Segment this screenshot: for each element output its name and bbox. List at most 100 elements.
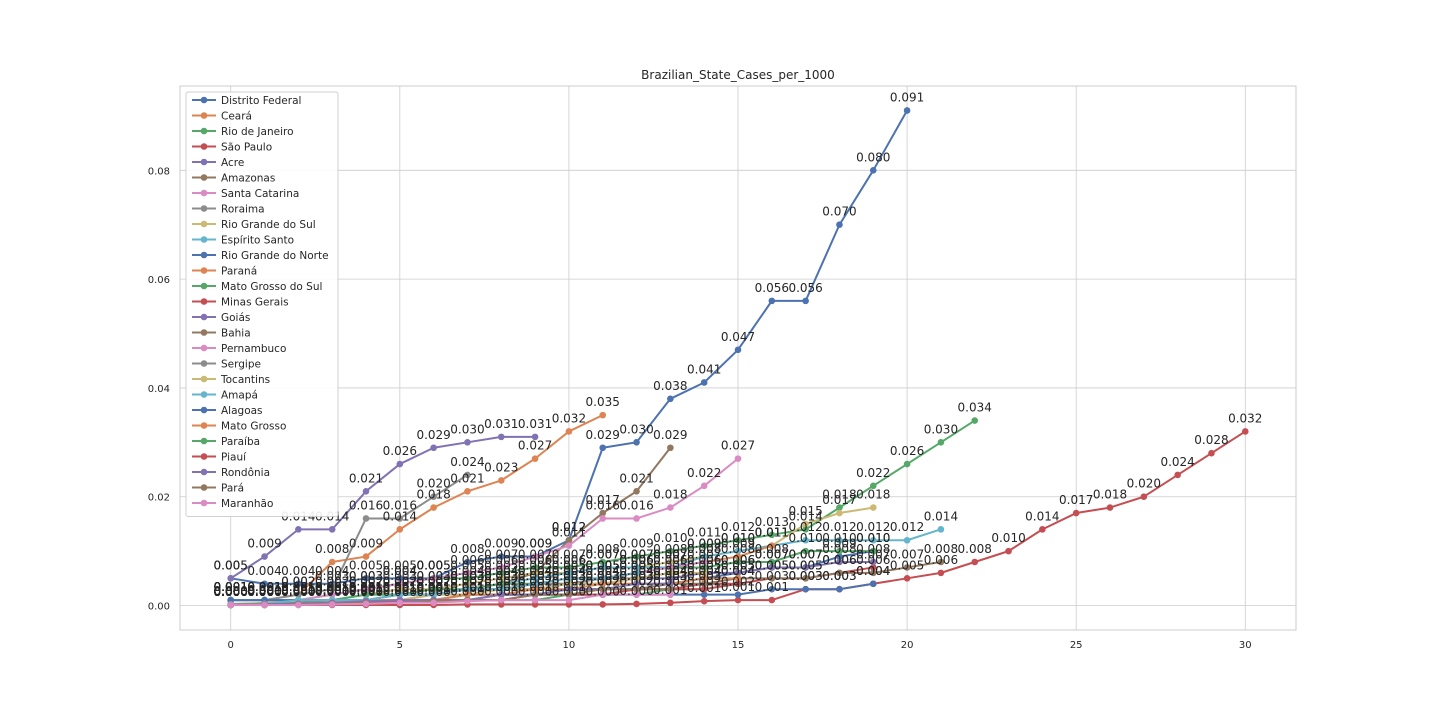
data-label: 0.007 [552, 547, 586, 561]
data-point [802, 585, 809, 593]
data-label: 0.000 [214, 585, 248, 599]
data-point [497, 591, 505, 598]
data-label: 0.002 [281, 575, 315, 589]
legend-swatch-marker [200, 298, 208, 305]
data-label: 0.000 [247, 585, 281, 599]
data-label: 0.006 [619, 553, 653, 567]
data-point [328, 526, 336, 533]
data-label: 0.008 [450, 542, 484, 556]
data-label: 0.008 [924, 542, 958, 556]
data-label: 0.002 [450, 575, 484, 589]
data-label: 0.003 [416, 569, 450, 583]
data-point [633, 585, 640, 593]
data-label: 0.022 [856, 466, 890, 480]
data-label: 0.006 [619, 553, 653, 567]
data-label: 0.007 [653, 547, 687, 561]
data-point [599, 591, 607, 598]
data-label: 0.000 [214, 585, 248, 599]
data-label: 0.004 [383, 564, 417, 578]
data-label: 0.001 [721, 580, 755, 594]
data-point [869, 167, 877, 174]
legend-swatch-marker [200, 360, 208, 367]
series-line [230, 435, 536, 580]
data-label: 0.001 [552, 580, 586, 594]
data-label: 0.001 [383, 580, 417, 594]
data-label: 0.002 [450, 575, 484, 589]
data-label: 0.002 [518, 575, 552, 589]
data-label: 0.001 [247, 580, 281, 594]
data-label: 0.001 [315, 580, 349, 594]
legend-item: Rondônia [192, 467, 270, 479]
data-label: 0.002 [416, 575, 450, 589]
data-point [396, 585, 404, 593]
data-label: 0.003 [586, 569, 620, 583]
data-point [464, 591, 471, 598]
legend-item: Pará [192, 483, 244, 495]
data-point [430, 585, 437, 593]
data-label: 0.003 [518, 569, 552, 583]
data-label: 0.002 [653, 575, 687, 589]
legend-item: Paraíba [192, 436, 260, 448]
legend-swatch-marker [200, 329, 208, 336]
data-label: 0.006 [856, 553, 890, 567]
data-label: 0.001 [349, 580, 383, 594]
data-label: 0.001 [315, 583, 349, 597]
data-point [700, 558, 708, 566]
data-label: 0.003 [653, 569, 687, 583]
data-point [903, 460, 911, 468]
data-label: 0.001 [349, 581, 383, 595]
data-label: 0.004 [653, 564, 687, 578]
data-label: 0.004 [687, 564, 721, 578]
legend-label: Goiás [221, 312, 250, 324]
data-label: 0.003 [518, 569, 552, 583]
data-label: 0.021 [619, 471, 653, 485]
data-label: 0.010 [788, 531, 822, 545]
legend-label: Bahia [221, 328, 251, 340]
legend-swatch-marker [200, 96, 208, 104]
legend-swatch-marker [200, 344, 208, 352]
data-label: 0.000 [281, 585, 315, 599]
data-point [565, 564, 573, 571]
data-label: 0.001 [315, 583, 349, 597]
data-point [565, 580, 573, 588]
data-label: 0.001 [247, 580, 281, 594]
data-label: 0.005 [586, 558, 620, 572]
data-label: 0.001 [247, 580, 281, 594]
data-label: 0.000 [214, 584, 248, 598]
data-point [362, 575, 370, 582]
data-label: 0.003 [653, 569, 687, 583]
data-label: 0.004 [586, 564, 620, 578]
data-label: 0.004 [518, 564, 552, 578]
chart-title: Brazilian_State_Cases_per_1000 [641, 68, 835, 82]
data-label: 0.002 [416, 575, 450, 589]
data-label: 0.006 [822, 553, 856, 567]
data-label: 0.000 [214, 584, 248, 598]
data-point [328, 558, 336, 566]
data-label: 0.026 [383, 444, 417, 458]
data-point [295, 526, 302, 533]
data-label: 0.070 [822, 205, 856, 219]
data-label: 0.001 [315, 580, 349, 594]
data-label: 0.020 [1127, 477, 1161, 491]
data-label: 0.000 [214, 584, 248, 598]
data-point [599, 575, 607, 582]
data-point [667, 569, 674, 577]
legend-swatch-marker [200, 174, 208, 181]
data-label: 0.001 [281, 580, 315, 594]
data-label: 0.024 [1160, 455, 1194, 469]
data-point [768, 542, 776, 549]
data-label: 0.001 [349, 581, 383, 595]
data-label: 0.041 [687, 362, 721, 376]
data-point [362, 600, 370, 608]
data-label: 0.004 [518, 564, 552, 578]
data-label: 0.003 [619, 569, 653, 583]
data-point [599, 580, 607, 588]
legend-label: Alagoas [221, 405, 263, 417]
data-label: 0.027 [518, 439, 552, 453]
data-point [295, 580, 302, 588]
data-label: 0.047 [721, 330, 755, 344]
data-label: 0.003 [822, 569, 856, 583]
data-label: 0.000 [214, 584, 248, 598]
data-label: 0.014 [383, 509, 417, 523]
data-label: 0.004 [552, 564, 586, 578]
